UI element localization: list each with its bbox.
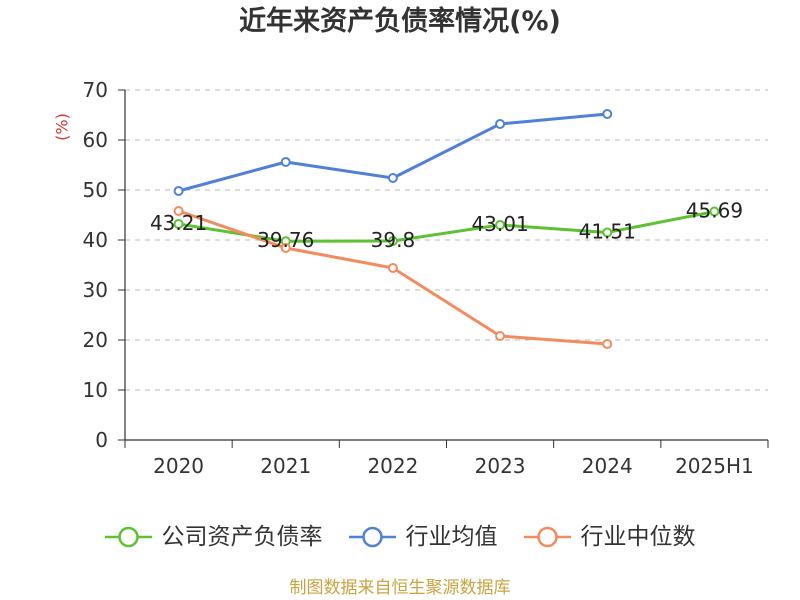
grid: [125, 89, 768, 391]
axes: 0 10 20 30 40 50 60 70 2020 2021 2022 2023 2024 2025H…: [83, 78, 769, 478]
series-1-data-label: 39.76: [257, 228, 314, 252]
legend-symbol-marker: [536, 526, 558, 548]
x-tick-label: 2024: [582, 454, 633, 478]
series-1-point: [387, 236, 398, 246]
series-1-data-label: 39.8: [371, 228, 416, 252]
series-1-line: [177, 210, 716, 243]
y-tick-label: 10: [83, 378, 108, 402]
y-axis-label: (%): [53, 113, 72, 141]
series-3-point: [173, 206, 184, 216]
source-note: 制图数据来自恒生聚源数据库: [289, 578, 511, 598]
legend-label: 行业中位数: [580, 524, 696, 550]
series-3-point: [387, 263, 398, 273]
series-2-point: [387, 173, 398, 183]
series-1-point: [495, 219, 506, 230]
series-1-point: [602, 227, 613, 238]
series-1-data-label: 41.51: [579, 219, 636, 243]
series-1-data-label: 45.69: [686, 199, 743, 223]
legend-symbol-marker: [361, 526, 383, 548]
legend-label: 公司资产负债率: [161, 524, 323, 550]
series-1-data-label: 43.01: [471, 212, 528, 236]
data-labels: 43.21 39.76 39.8 43.01 41.51 45.69: [150, 199, 743, 253]
x-tick-label: 2023: [475, 454, 526, 478]
series-1-point: [709, 206, 720, 217]
chart-legend: 公司资产负债率 行业均值 行业中位数: [0, 519, 800, 555]
series-2-point: [495, 119, 506, 129]
series-1-point: [173, 218, 184, 229]
series-2-point: [173, 186, 184, 196]
series-1: [173, 206, 720, 247]
legend-symbol: [348, 526, 396, 548]
series-1-data-label: 43.21: [150, 211, 207, 235]
series-3-point: [495, 331, 506, 341]
series-2: [173, 109, 613, 196]
x-tick-label: 2021: [260, 454, 311, 478]
x-tick-label: 2020: [153, 454, 204, 478]
y-tick-label: 40: [83, 228, 108, 252]
y-tick-label: 70: [83, 78, 108, 102]
x-tick-label: 2025H1: [675, 454, 754, 478]
series-2-point: [602, 109, 613, 119]
chart-title: 近年来资产负债率情况(%): [239, 6, 561, 37]
series-3-point: [280, 243, 291, 253]
legend-symbol: [523, 526, 571, 548]
y-tick-label: 50: [83, 178, 108, 202]
y-tick-label: 30: [83, 278, 108, 302]
legend-symbol-marker: [117, 526, 139, 548]
legend-item-industry-mean: 行业均值: [348, 522, 498, 552]
x-tick-label: 2022: [367, 454, 418, 478]
y-tick-label: 0: [95, 428, 108, 452]
series-3: [173, 206, 613, 349]
legend-symbol: [104, 526, 152, 548]
legend-item-industry-median: 行业中位数: [523, 522, 696, 552]
y-tick-label: 20: [83, 328, 108, 352]
y-tick-label: 60: [83, 128, 108, 152]
legend-item-company-debt-ratio: 公司资产负债率: [104, 522, 323, 552]
legend-label: 行业均值: [405, 524, 498, 550]
series-2-point: [280, 157, 291, 167]
series-3-point: [602, 339, 613, 349]
